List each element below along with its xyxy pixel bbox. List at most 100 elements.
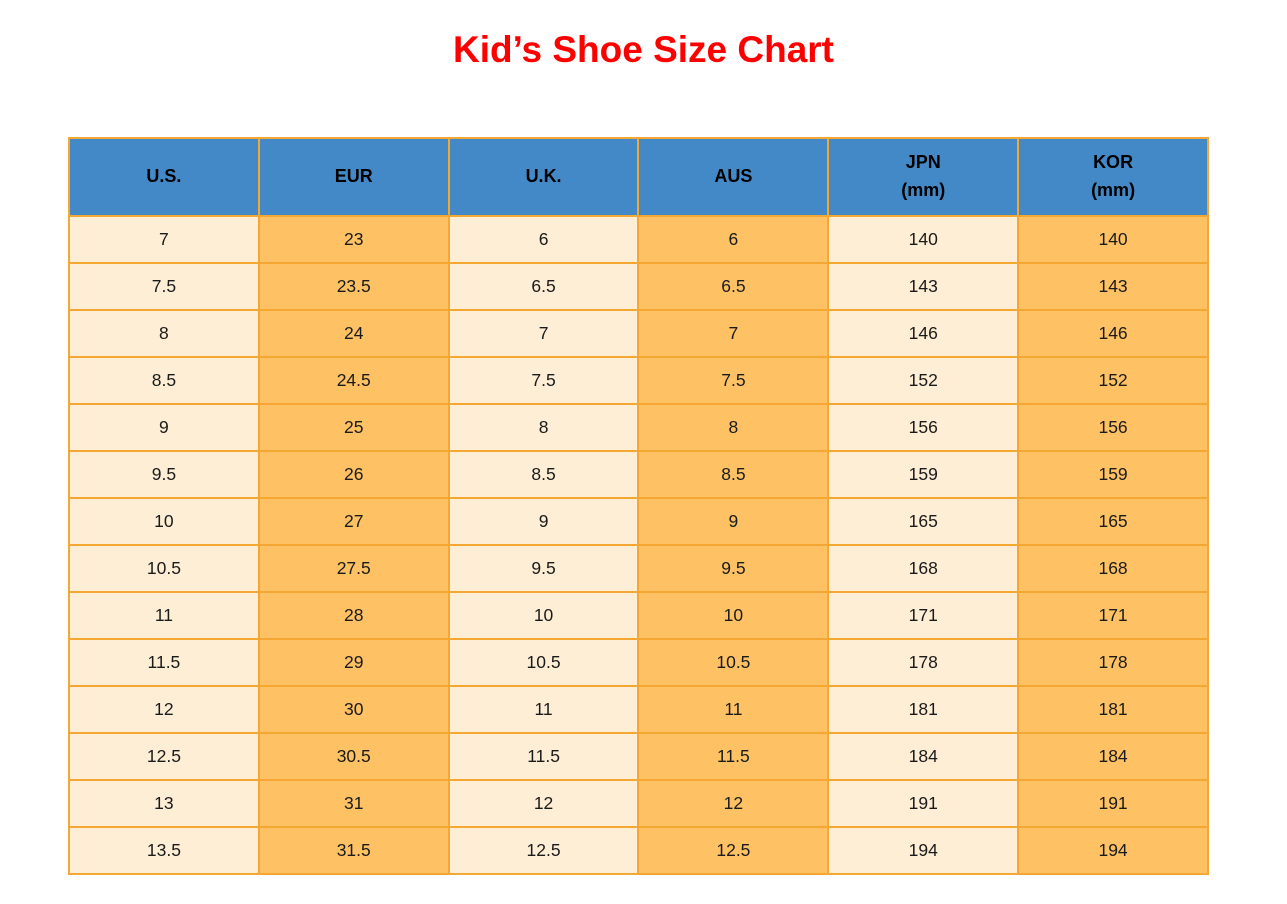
table-cell: 143: [827, 262, 1020, 311]
table-row: 11 28 10 10 171 171: [68, 591, 1209, 640]
table-cell: 7: [447, 309, 640, 358]
column-header-unit: (mm): [901, 180, 946, 200]
column-header-label: JPN: [905, 152, 941, 173]
table-cell: 11: [68, 591, 260, 640]
table-cell: 11.5: [68, 638, 260, 687]
table-cell: 8: [68, 309, 260, 358]
table-cell: 191: [827, 779, 1020, 828]
table-cell: 146: [827, 309, 1020, 358]
table-cell: 152: [827, 356, 1020, 405]
table-row: 10 27 9 9 165 165: [68, 497, 1209, 546]
table-cell: 7.5: [447, 356, 640, 405]
table-cell: 27: [257, 497, 450, 546]
table-cell: 159: [1017, 450, 1209, 499]
table-cell: 12: [68, 685, 260, 734]
table-row: 7.5 23.5 6.5 6.5 143 143: [68, 262, 1209, 311]
table-cell: 8.5: [447, 450, 640, 499]
table-cell: 11.5: [447, 732, 640, 781]
table-cell: 178: [827, 638, 1020, 687]
table-cell: 9: [68, 403, 260, 452]
table-cell: 191: [1017, 779, 1209, 828]
column-header-label: AUS: [714, 166, 753, 187]
table-row: 13.5 31.5 12.5 12.5 194 194: [68, 826, 1209, 875]
table-row: 7 23 6 6 140 140: [68, 215, 1209, 264]
page-title: Kid’s Shoe Size Chart: [452, 29, 835, 70]
table-cell: 6: [447, 215, 640, 264]
table-cell: 11: [447, 685, 640, 734]
table-cell: 13: [68, 779, 260, 828]
table-cell: 28: [257, 591, 450, 640]
column-header-us: U.S.: [68, 137, 260, 217]
table-cell: 8: [637, 403, 830, 452]
table-cell: 8.5: [68, 356, 260, 405]
table-cell: 10: [68, 497, 260, 546]
table-cell: 168: [1017, 544, 1209, 593]
table-cell: 7: [637, 309, 830, 358]
table-cell: 10.5: [68, 544, 260, 593]
table-cell: 165: [827, 497, 1020, 546]
shoe-size-chart-table: U.S. EUR U.K. AUS JPN (mm) KOR (mm) 7 23 6 6 140 140…: [68, 137, 1209, 875]
column-header-kor: KOR (mm): [1017, 137, 1209, 217]
table-cell: 6.5: [447, 262, 640, 311]
table-cell: 146: [1017, 309, 1209, 358]
table-cell: 11: [637, 685, 830, 734]
column-header-eur: EUR: [257, 137, 450, 217]
table-cell: 181: [1017, 685, 1209, 734]
table-cell: 13.5: [68, 826, 260, 875]
table-row: 10.5 27.5 9.5 9.5 168 168: [68, 544, 1209, 593]
table-row: 12.5 30.5 11.5 11.5 184 184: [68, 732, 1209, 781]
table-cell: 152: [1017, 356, 1209, 405]
table-cell: 165: [1017, 497, 1209, 546]
table-row: 9.5 26 8.5 8.5 159 159: [68, 450, 1209, 499]
table-cell: 12: [447, 779, 640, 828]
table-cell: 143: [1017, 262, 1209, 311]
table-cell: 24: [257, 309, 450, 358]
table-cell: 184: [1017, 732, 1209, 781]
table-cell: 171: [1017, 591, 1209, 640]
table-cell: 156: [1017, 403, 1209, 452]
table-cell: 6: [637, 215, 830, 264]
table-cell: 6.5: [637, 262, 830, 311]
table-cell: 31.5: [257, 826, 450, 875]
column-header-label: U.S.: [146, 166, 182, 187]
table-cell: 30.5: [257, 732, 450, 781]
table-cell: 8: [447, 403, 640, 452]
table-row: 11.5 29 10.5 10.5 178 178: [68, 638, 1209, 687]
column-header-uk: U.K.: [447, 137, 640, 217]
table-row: 12 30 11 11 181 181: [68, 685, 1209, 734]
column-header-label: KOR: [1093, 152, 1134, 173]
table-cell: 9: [637, 497, 830, 546]
table-cell: 7.5: [68, 262, 260, 311]
table-cell: 9.5: [68, 450, 260, 499]
table-body: 7 23 6 6 140 140 7.5 23.5 6.5 6.5 143 143 8 24 7 7 146 14…: [68, 215, 1209, 875]
table-cell: 29: [257, 638, 450, 687]
table-cell: 12.5: [637, 826, 830, 875]
column-header-aus: AUS: [637, 137, 830, 217]
column-header-label: U.K.: [525, 166, 562, 187]
table-cell: 23.5: [257, 262, 450, 311]
table-cell: 181: [827, 685, 1020, 734]
table-cell: 26: [257, 450, 450, 499]
table-cell: 194: [1017, 826, 1209, 875]
table-cell: 23: [257, 215, 450, 264]
table-cell: 10: [637, 591, 830, 640]
table-cell: 156: [827, 403, 1020, 452]
table-cell: 184: [827, 732, 1020, 781]
column-header-jpn: JPN (mm): [827, 137, 1020, 217]
table-cell: 9.5: [447, 544, 640, 593]
table-cell: 140: [1017, 215, 1209, 264]
table-cell: 8.5: [637, 450, 830, 499]
column-header-unit: (mm): [1091, 180, 1136, 200]
header-row: U.S. EUR U.K. AUS JPN (mm) KOR (mm): [68, 137, 1209, 217]
table-cell: 10: [447, 591, 640, 640]
column-header-label: EUR: [334, 166, 373, 187]
table-cell: 30: [257, 685, 450, 734]
table-cell: 140: [827, 215, 1020, 264]
table-cell: 9: [447, 497, 640, 546]
table-cell: 12: [637, 779, 830, 828]
table-header: U.S. EUR U.K. AUS JPN (mm) KOR (mm): [68, 137, 1209, 217]
table-row: 9 25 8 8 156 156: [68, 403, 1209, 452]
table-cell: 159: [827, 450, 1020, 499]
table-cell: 10.5: [637, 638, 830, 687]
table-cell: 171: [827, 591, 1020, 640]
